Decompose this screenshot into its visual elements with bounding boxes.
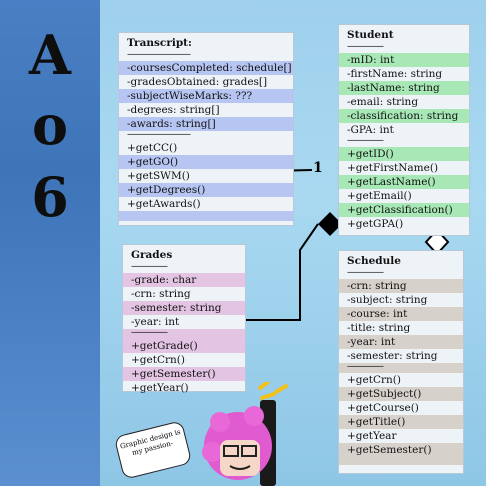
method: +getDegrees()	[119, 183, 293, 197]
attribute: -crn: string	[339, 279, 463, 293]
attribute: -year: int	[339, 335, 463, 349]
character-illustration	[202, 382, 288, 486]
method: +getEmail()	[347, 190, 412, 202]
class-title: Transcript:	[127, 37, 192, 49]
grades-student-link	[232, 223, 319, 321]
padding-row	[119, 211, 293, 221]
class-title: Grades	[131, 249, 173, 261]
attribute: -awards: string[]	[119, 117, 293, 131]
left-sidebar: A o 6	[0, 0, 100, 486]
attribute: -GPA: int	[347, 124, 394, 136]
transcript-class-box: Transcript: ——————— -coursesCompleted: s…	[118, 32, 294, 226]
method: +getGrade()	[123, 339, 245, 353]
attribute: -email: string	[347, 96, 419, 108]
method: +getYear	[347, 430, 397, 442]
divider: ————	[339, 362, 463, 373]
attribute: -course: int	[339, 307, 463, 321]
method: +getClassification()	[339, 203, 469, 217]
glasses-icon	[223, 445, 239, 457]
attribute: -grade: char	[123, 273, 245, 287]
attribute: -mID: int	[339, 53, 469, 67]
method: +getID()	[339, 147, 469, 161]
grades-composition-diamond	[318, 212, 342, 236]
attribute: -semester: string	[123, 301, 245, 315]
method: +getFirstName()	[347, 162, 439, 174]
method: +getSemester()	[123, 367, 245, 381]
attribute: -degrees: string[]	[127, 104, 220, 116]
class-title: Schedule	[347, 255, 401, 267]
method: +getGO()	[119, 155, 293, 169]
method: +getCrn()	[347, 374, 401, 386]
attribute: -subjectWiseMarks: ???	[119, 89, 293, 103]
attribute: -firstName: string	[347, 68, 443, 80]
method: +getCC()	[127, 142, 178, 154]
method: +getCourse()	[347, 402, 419, 414]
method: +getSWM()	[127, 170, 190, 182]
attribute: -year: int	[131, 316, 180, 328]
student-class-box: Student ———— -mID: int -firstName: strin…	[338, 24, 470, 236]
attribute: -gradesObtained: grades[]	[127, 76, 268, 88]
attribute: -classification: string	[339, 109, 469, 123]
divider: ———————	[127, 49, 191, 60]
sparkle-icon	[258, 382, 288, 400]
attribute: -title: string	[347, 322, 411, 334]
method: +getSubject()	[339, 387, 463, 401]
attribute: -semester: string	[347, 350, 438, 362]
letter-a: A	[29, 23, 71, 87]
method: +getCrn()	[131, 354, 185, 366]
divider: ————	[123, 328, 245, 339]
method: +getTitle()	[339, 415, 463, 429]
attribute: -lastName: string	[339, 81, 469, 95]
divider: ———————	[127, 129, 191, 140]
divider: ————	[131, 261, 168, 272]
method: +getLastName()	[339, 175, 469, 189]
multiplicity-label: 1	[313, 160, 323, 176]
method: +getGPA()	[347, 218, 404, 230]
divider: ————	[347, 267, 384, 278]
attribute: -crn: string	[131, 288, 191, 300]
method: +getYear()	[131, 382, 189, 394]
letter-o: o	[31, 93, 69, 157]
method: +getAwards()	[127, 198, 201, 210]
digit-six: 6	[31, 165, 69, 229]
divider: ————	[347, 135, 384, 146]
schedule-class-box: Schedule ———— -crn: string -subject: str…	[338, 250, 464, 474]
attribute: -subject: string	[347, 294, 428, 306]
method: +getSemester()	[339, 443, 463, 457]
grades-class-box: Grades ———— -grade: char -crn: string -s…	[122, 244, 246, 394]
divider: ————	[347, 41, 384, 52]
class-title: Student	[347, 29, 394, 41]
padding-row	[339, 457, 463, 465]
attribute: -coursesCompleted: schedule[]	[119, 61, 293, 75]
